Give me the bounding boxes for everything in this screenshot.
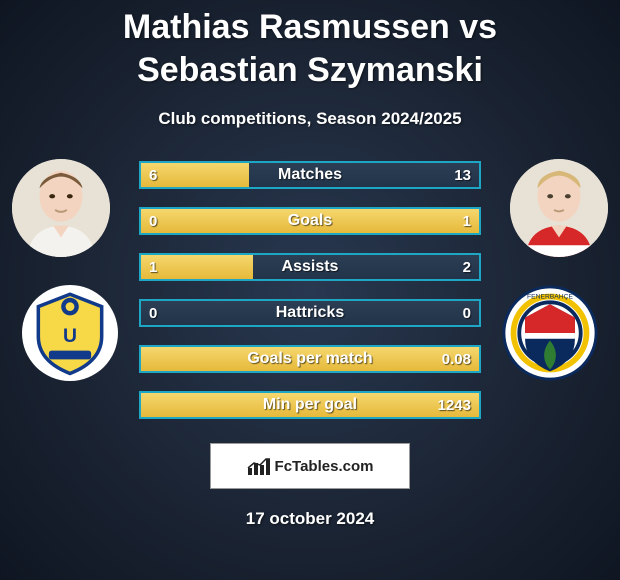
player-left-crest: U (22, 285, 118, 381)
stat-value-right: 2 (463, 255, 471, 279)
svg-text:U: U (63, 325, 77, 347)
date-label: 17 october 2024 (0, 509, 620, 529)
brand-badge: FcTables.com (210, 443, 410, 489)
svg-text:FENERBAHÇE: FENERBAHÇE (527, 293, 573, 300)
brand-chart-icon (247, 456, 271, 476)
stat-fill-left (141, 163, 249, 187)
stat-value-right: 0 (463, 301, 471, 325)
stat-fill-right (141, 347, 479, 371)
stat-fill-left (141, 255, 253, 279)
comparison-area: U FENERBAHÇE Matches613 Goals01 Assists12 H… (0, 161, 620, 421)
player-left-avatar (12, 159, 110, 257)
stat-row: Goals01 (139, 207, 481, 235)
player-right-avatar (510, 159, 608, 257)
stat-row: Hattricks0 0 (139, 299, 481, 327)
brand-text: FcTables.com (275, 458, 374, 475)
stat-fill-right (141, 209, 479, 233)
page-title: Mathias Rasmussen vs Sebastian Szymanski (0, 6, 620, 91)
stat-fill-right (141, 393, 479, 417)
subtitle: Club competitions, Season 2024/2025 (0, 109, 620, 129)
stat-row: Assists12 (139, 253, 481, 281)
stat-row: Goals per match0.08 (139, 345, 481, 373)
stat-value-right: 13 (454, 163, 471, 187)
stat-label: Hattricks (141, 304, 479, 322)
stat-row: Min per goal1243 (139, 391, 481, 419)
stat-row: Matches613 (139, 161, 481, 189)
player-right-crest: FENERBAHÇE (502, 285, 598, 381)
stat-bars: Matches613 Goals01 Assists12 Hattricks0 0 Goa… (139, 161, 481, 437)
stat-value-left: 0 (149, 301, 157, 325)
